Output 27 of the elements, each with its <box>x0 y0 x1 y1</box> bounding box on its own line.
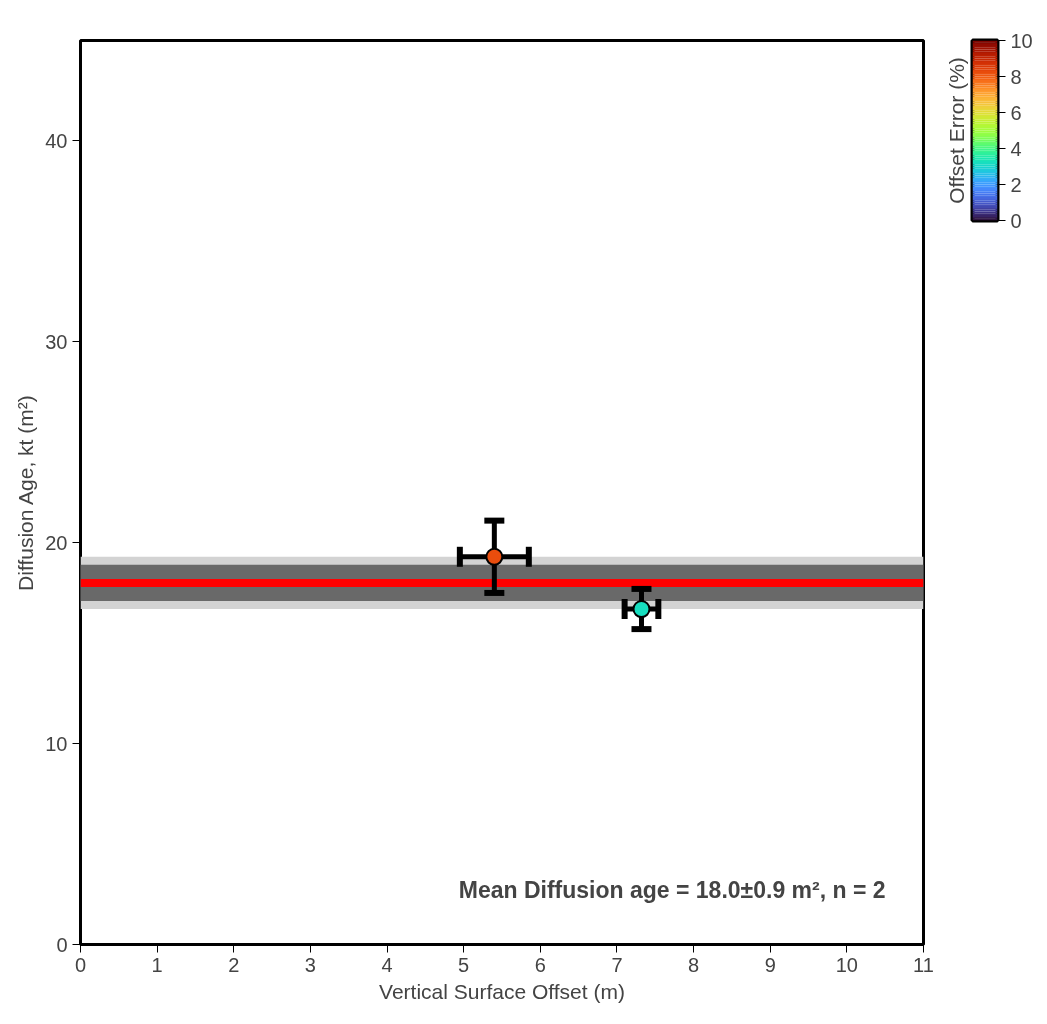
x-tick-label: 10 <box>835 953 858 976</box>
x-tick-label: 7 <box>611 953 623 976</box>
color-bar-label: 8 <box>1010 65 1022 88</box>
color-bar-label: 0 <box>1010 209 1022 232</box>
x-tick-label: 6 <box>534 953 546 976</box>
x-tick-label: 0 <box>74 953 87 976</box>
color-bar-label: 2 <box>1010 173 1022 196</box>
color-bar-label: 10 <box>1010 29 1033 52</box>
x-tick-label: 3 <box>304 953 316 976</box>
x-tick-label: 9 <box>764 953 776 976</box>
x-tick-label: 4 <box>381 953 393 976</box>
x-axis-title: Vertical Surface Offset (m) <box>379 979 625 1003</box>
x-tick-label: 2 <box>228 953 240 976</box>
x-tick-label: 5 <box>458 953 470 976</box>
y-tick-label: 0 <box>56 933 68 956</box>
color-bar-label: 6 <box>1010 101 1022 124</box>
x-tick-label: 8 <box>688 953 700 976</box>
y-tick-label: 10 <box>45 732 68 755</box>
y-tick-label: 40 <box>45 129 68 152</box>
y-tick-label: 30 <box>45 330 68 353</box>
color-bar-label: 4 <box>1010 137 1022 160</box>
y-axis-title: Diffusion Age, kt (m²) <box>14 395 38 591</box>
x-tick-label: 1 <box>151 953 163 976</box>
color-bar-title: Offset Error (%) <box>944 57 968 204</box>
y-tick-label: 20 <box>45 531 68 554</box>
annotation: Mean Diffusion age = 18.0±0.9 m², n = 2 <box>458 876 886 903</box>
x-tick-label: 11 <box>913 953 934 976</box>
